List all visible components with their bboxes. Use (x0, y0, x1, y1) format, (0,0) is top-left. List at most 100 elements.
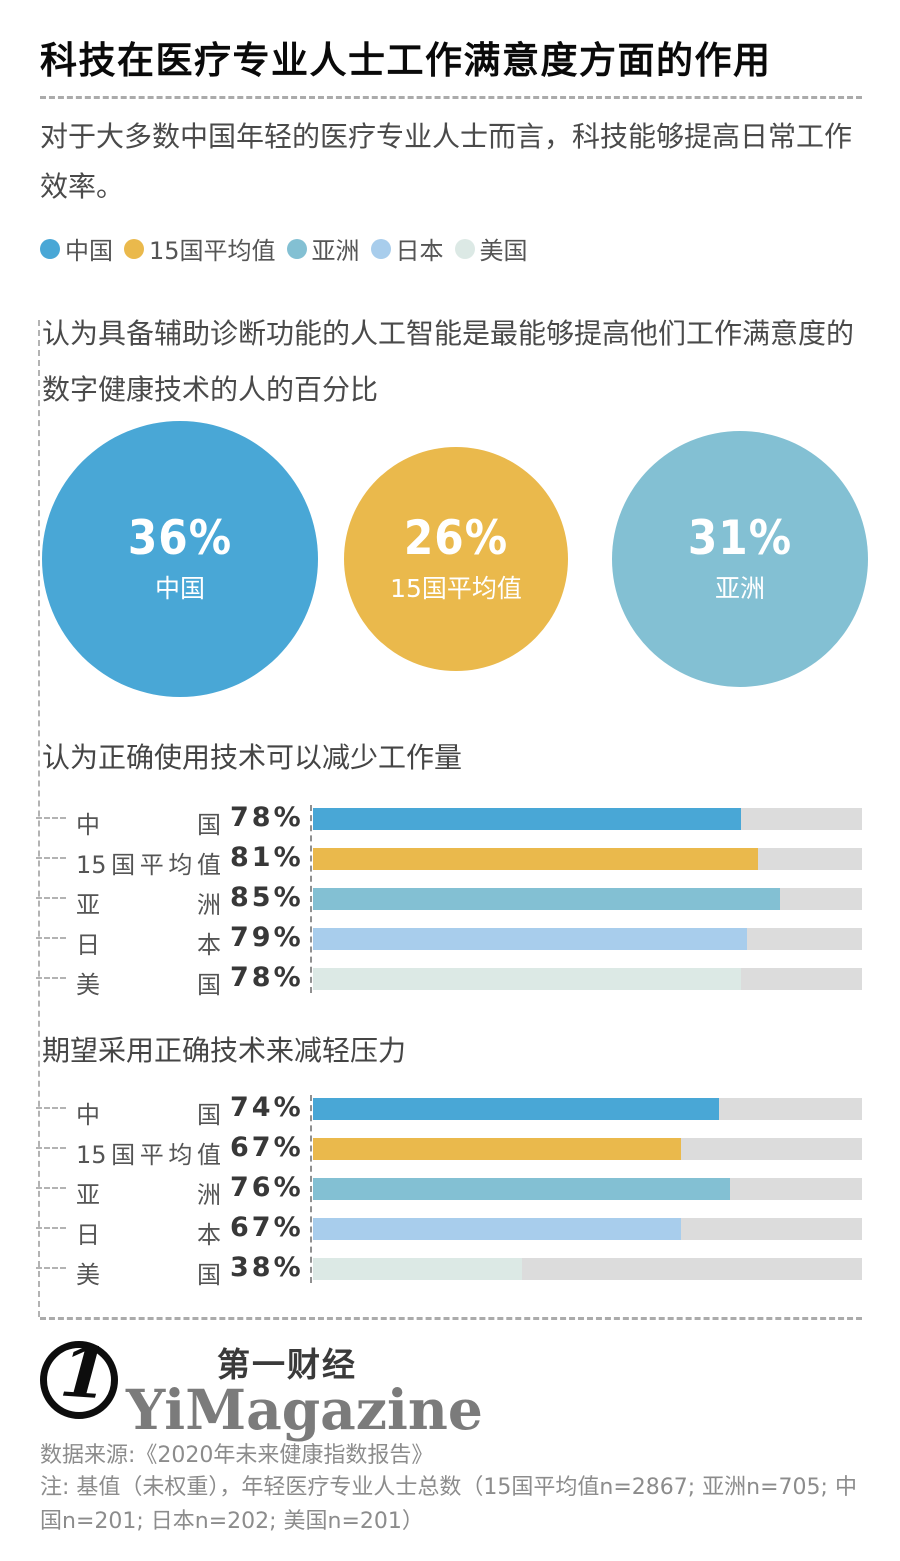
row-leader-dash (36, 937, 66, 939)
footnote: 注: 基值（未权重），年轻医疗专业人士总数（15国平均值n=2867; 亚洲n=… (40, 1475, 857, 1534)
bar-row: 15国平均值 81% (0, 839, 900, 879)
legend-item-avg15: 15国平均值 (124, 231, 276, 266)
legend-item-label: 亚洲 (311, 237, 360, 265)
bar-track (313, 1138, 862, 1160)
bar-row-value: 67% (230, 1212, 304, 1243)
bubble-avg15: 26% 15国平均值 (344, 447, 568, 671)
bar-chart-1: 中国 78% 15国平均值 81% 亚洲 85% 日本 79% 美国 78% (0, 799, 900, 999)
legend-item-label: 中国 (65, 237, 113, 265)
top-dashed-divider (40, 96, 862, 99)
legend-item-label: 日本 (395, 237, 444, 265)
logo-numeral: 1 (57, 1329, 112, 1416)
bar-row-value: 79% (230, 922, 304, 953)
bar-row: 日本 67% (0, 1209, 900, 1249)
row-leader-dash (36, 977, 66, 979)
legend-item-china: 中国 (40, 231, 113, 266)
bar-fill (313, 808, 742, 830)
bar-row-label: 美国 (76, 971, 221, 999)
bar-chart-1-title: 认为正确使用技术可以减少工作量 (42, 741, 463, 774)
bar-row-value: 67% (230, 1132, 304, 1163)
brand-name-cn: 第一财经 (217, 1345, 357, 1384)
bar-row-value: 76% (230, 1172, 304, 1203)
brand-block: 第一财经 YiMagazine (126, 1338, 483, 1442)
row-leader-dash (36, 897, 66, 899)
row-leader-dash (36, 1107, 66, 1109)
legend-item-label: 15国平均值 (149, 237, 276, 265)
bar-track (313, 1218, 862, 1240)
legend: 中国 15国平均值 亚洲 日本 美国 (40, 231, 528, 266)
bar-row-value: 38% (230, 1252, 304, 1283)
bar-track (313, 848, 862, 870)
intro-paragraph: 对于大多数中国年轻的医疗专业人士而言，科技能够提高日常工作效率。 (40, 120, 853, 203)
bar-row-label: 中国 (76, 1101, 221, 1129)
legend-item-label: 美国 (479, 237, 528, 265)
bar-track (313, 1098, 862, 1120)
bar-row-label: 亚洲 (76, 1181, 221, 1209)
bar-track (313, 928, 862, 950)
row-leader-dash (36, 857, 66, 859)
page-title: 科技在医疗专业人士工作满意度方面的作用 (40, 39, 772, 82)
brand-name-en: YiMagazine (126, 1377, 483, 1442)
bubble-label: 亚洲 (714, 573, 765, 603)
bubble-label: 中国 (154, 573, 205, 603)
bar-row: 亚洲 76% (0, 1169, 900, 1209)
bar-fill (313, 1178, 731, 1200)
bar-chart-2-title: 期望采用正确技术来减轻压力 (42, 1034, 407, 1067)
bubble-value: 36% (127, 511, 233, 567)
bubble-china: 36% 中国 (42, 421, 318, 697)
bubble-value: 26% (403, 511, 509, 567)
bar-fill (313, 1218, 681, 1240)
bar-row-label: 亚洲 (76, 891, 221, 919)
bar-row: 中国 74% (0, 1089, 900, 1129)
row-leader-dash (36, 817, 66, 819)
bar-fill (313, 848, 758, 870)
bar-row-label: 日本 (76, 931, 221, 959)
legend-item-japan: 日本 (370, 231, 444, 266)
bar-fill (313, 968, 742, 990)
bar-fill (313, 1138, 681, 1160)
bar-row-value: 78% (230, 962, 304, 993)
legend-dot-icon (370, 238, 391, 259)
bar-fill (313, 928, 747, 950)
bar-row-label: 15国平均值 (76, 1141, 221, 1169)
legend-item-asia: 亚洲 (286, 231, 360, 266)
bar-track (313, 1178, 862, 1200)
bottom-dashed-divider (40, 1317, 862, 1320)
bar-track (313, 1258, 862, 1280)
row-leader-dash (36, 1187, 66, 1189)
bar-row-value: 74% (230, 1092, 304, 1123)
legend-dot-icon (454, 238, 475, 259)
bar-row: 中国 78% (0, 799, 900, 839)
bar-row-label: 15国平均值 (76, 851, 221, 879)
row-leader-dash (36, 1147, 66, 1149)
bar-row-label: 美国 (76, 1261, 221, 1289)
bubble-label: 15国平均值 (390, 573, 522, 603)
bar-track (313, 968, 862, 990)
bar-row: 日本 79% (0, 919, 900, 959)
bar-row-value: 85% (230, 882, 304, 913)
bar-row-value: 81% (230, 842, 304, 873)
bar-row: 15国平均值 67% (0, 1129, 900, 1169)
bubble-asia: 31% 亚洲 (612, 431, 868, 687)
legend-dot-icon (286, 238, 307, 259)
bar-row-label: 日本 (76, 1221, 221, 1249)
legend-dot-icon (124, 238, 144, 259)
bar-fill (313, 1098, 720, 1120)
bar-row-label: 中国 (76, 811, 221, 839)
bar-track (313, 808, 862, 830)
legend-item-usa: 美国 (454, 231, 528, 266)
bar-row: 亚洲 85% (0, 879, 900, 919)
bubble-value: 31% (687, 511, 793, 567)
bar-row: 美国 38% (0, 1249, 900, 1289)
legend-dot-icon (40, 238, 60, 259)
row-leader-dash (36, 1227, 66, 1229)
bar-fill (313, 888, 780, 910)
bar-row-value: 78% (230, 802, 304, 833)
bar-axis-dashed-line (310, 1095, 312, 1283)
bubble-chart-title: 认为具备辅助诊断功能的人工智能是最能够提高他们工作满意度的数字健康技术的人的百分… (42, 317, 855, 406)
bar-track (313, 888, 862, 910)
yicai-logo-icon: 1 (40, 1329, 118, 1419)
data-source-line: 数据来源:《2020年未来健康指数报告》 (40, 1443, 434, 1468)
bar-axis-dashed-line (310, 805, 312, 993)
